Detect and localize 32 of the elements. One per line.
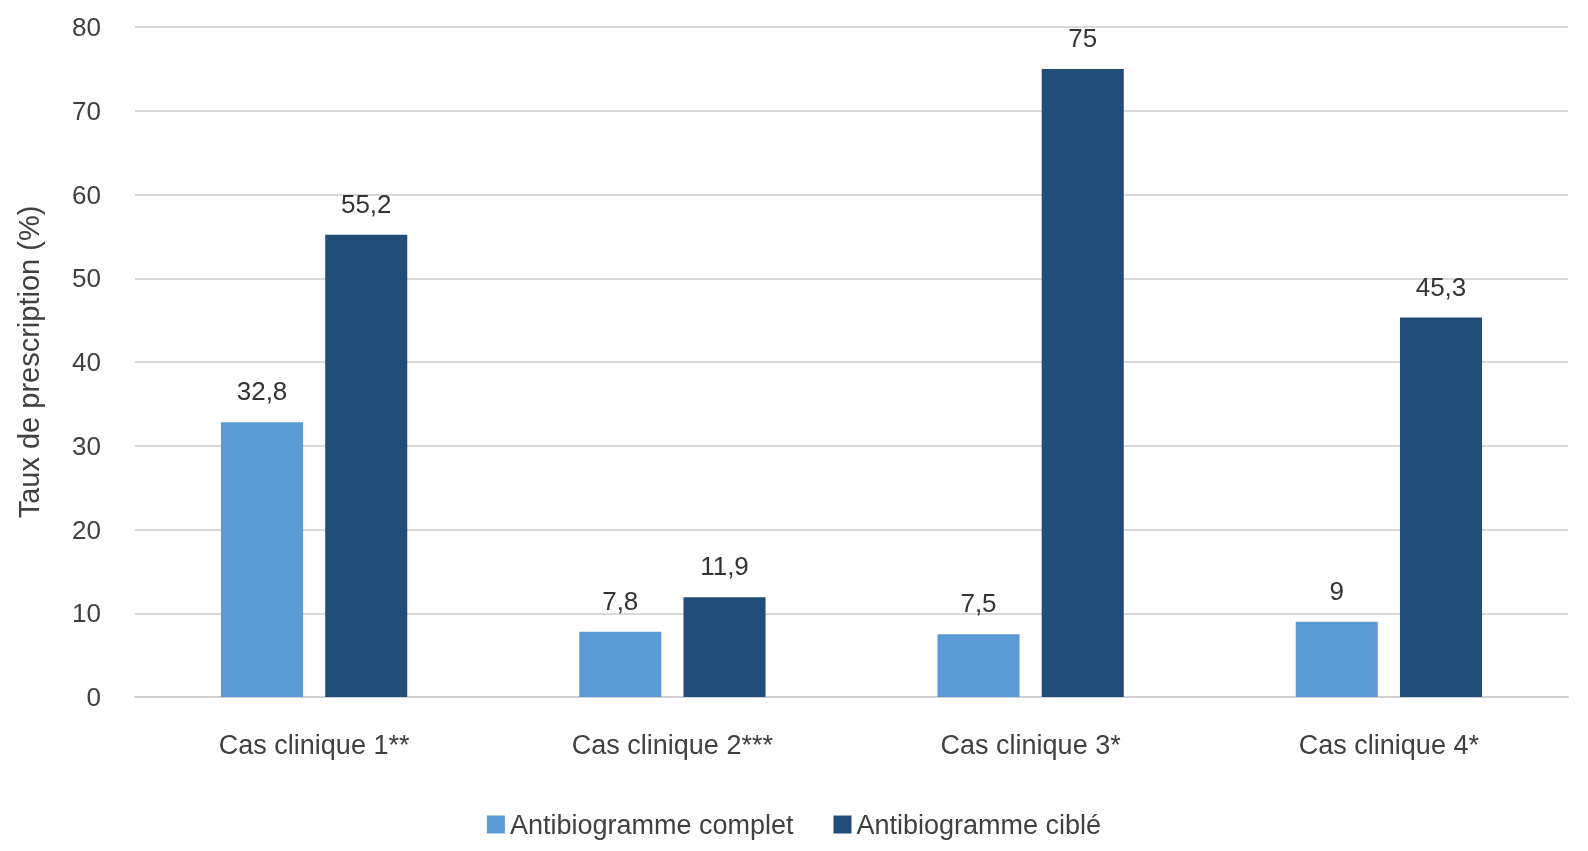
y-tick-label: 10	[72, 598, 101, 629]
x-tick-label: Cas clinique 4*	[1298, 729, 1480, 760]
legend-label: Antibiogramme complet	[509, 809, 794, 840]
data-label: 75	[1068, 22, 1098, 53]
y-tick-label: 70	[72, 95, 101, 126]
bar	[1295, 621, 1378, 697]
y-axis-title: Taux de prescription (%)	[12, 205, 45, 519]
data-label: 9	[1329, 575, 1344, 606]
data-label: 32,8	[236, 376, 288, 407]
bar	[937, 634, 1020, 697]
bar	[579, 631, 662, 697]
y-tick-label: 30	[72, 430, 101, 461]
y-tick-label: 20	[72, 514, 101, 545]
bar	[1399, 317, 1483, 697]
bar	[325, 234, 408, 697]
x-tick-label: Cas clinique 3*	[940, 729, 1122, 760]
y-tick-label: 80	[72, 12, 101, 42]
data-label: 55,2	[340, 188, 392, 219]
data-label: 11,9	[700, 551, 749, 582]
bar	[683, 597, 766, 697]
bar	[1041, 68, 1124, 697]
legend-label: Antibiogramme ciblé	[856, 809, 1102, 840]
data-label: 7,8	[602, 585, 639, 616]
bar	[220, 422, 304, 697]
y-tick-label: 60	[72, 179, 101, 210]
data-label: 7,5	[960, 588, 997, 619]
y-tick-label: 40	[72, 347, 101, 377]
y-tick-label: 50	[72, 263, 101, 294]
y-tick-label: 0	[86, 682, 101, 712]
x-tick-label: Cas clinique 2***	[571, 729, 774, 760]
x-tick-label: Cas clinique 1**	[218, 729, 410, 760]
data-label: 45,3	[1415, 271, 1467, 302]
